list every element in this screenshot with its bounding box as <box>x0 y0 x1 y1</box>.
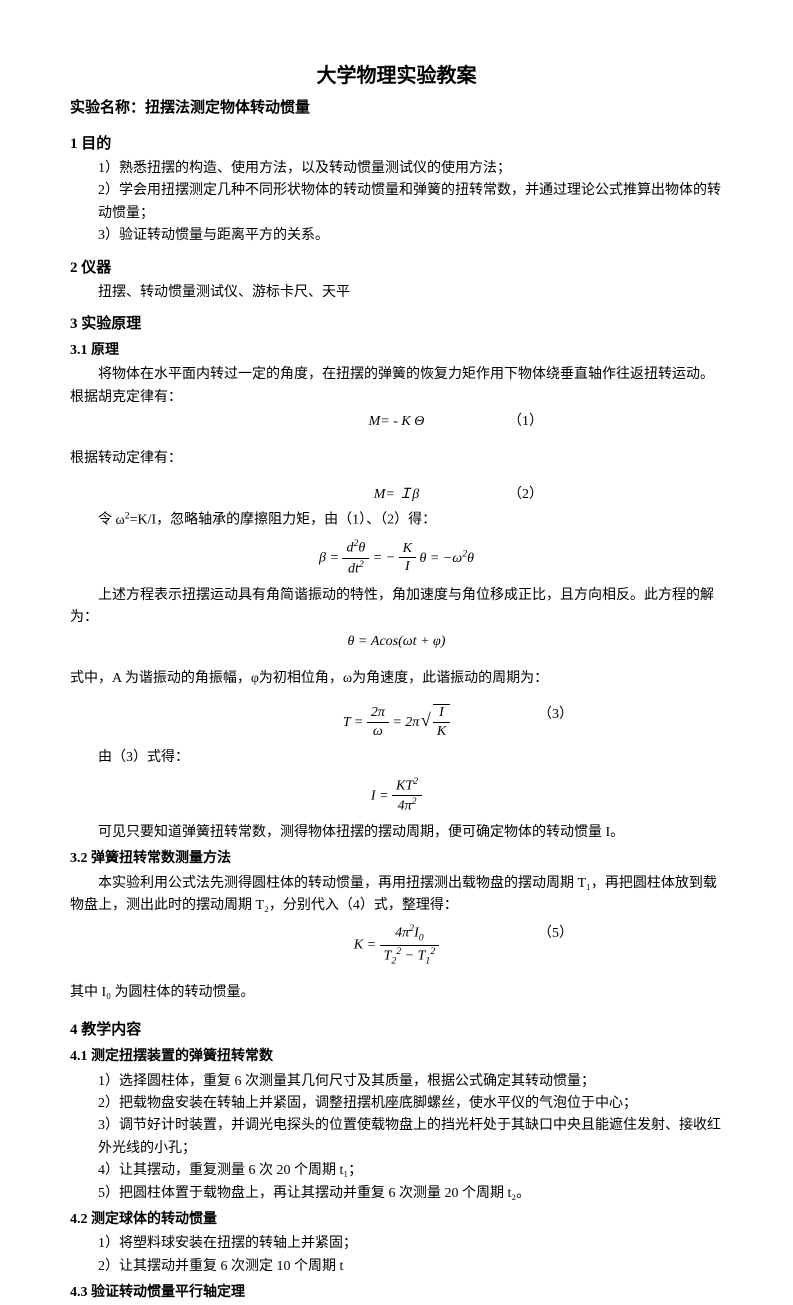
s3-p9: 其中 I₀ 为圆柱体的转动惯量。 <box>70 982 723 1004</box>
s3-p3-b: =K/I，忽略轴承的摩擦阻力矩，由（1）、（2）得： <box>130 513 437 528</box>
s4-item-3: 3）调节好计时装置，并调光电探头的位置使载物盘上的挡光杆处于其缺口中央且能遮住发… <box>70 1115 723 1160</box>
formula-1-expr: M= - K Θ <box>369 414 425 429</box>
section-3-2-heading: 3.2 弹簧扭转常数测量方法 <box>70 848 723 870</box>
formula-6: I = KT24π2 <box>70 776 723 816</box>
s4-item-4: 4）让其摆动，重复测量 6 次 20 个周期 t₁； <box>70 1160 723 1182</box>
formula-7-label: （5） <box>538 923 573 945</box>
formula-7: K = 4π2I0T22 − T12 （5） <box>70 923 723 967</box>
formula-2: M= Ｉβ （2） <box>70 484 723 506</box>
s4-item-2: 2）把载物盘安装在转轴上并紧固，调整扭摆机座底脚螺丝，使水平仪的气泡位于中心； <box>70 1093 723 1115</box>
section-3-1-heading: 3.1 原理 <box>70 340 723 362</box>
formula-2-expr: M= Ｉβ <box>374 487 420 502</box>
exp-name-value: 扭摆法测定物体转动惯量 <box>145 100 310 116</box>
s1-item-3: 3）验证转动惯量与距离平方的关系。 <box>70 225 723 247</box>
s3-p8: 本实验利用公式法先测得圆柱体的转动惯量，再用扭摆测出载物盘的摆动周期 T₁，再把… <box>70 873 723 918</box>
s3-p1: 将物体在水平面内转过一定的角度，在扭摆的弹簧的恢复力矩作用下物体绕垂直轴作往返扭… <box>70 364 723 409</box>
formula-3: β = d2θdt2 = − KI θ = −ω2θ <box>70 538 723 578</box>
page-title: 大学物理实验教案 <box>70 60 723 92</box>
formula-5: T = 2πω = 2π IK （3） <box>70 704 723 741</box>
s3-p7: 可见只要知道弹簧扭转常数，测得物体扭摆的摆动周期，便可确定物体的转动惯量 I。 <box>70 822 723 844</box>
s3-p3-a: 令 <box>98 513 112 528</box>
section-3-heading: 3 实验原理 <box>70 312 723 336</box>
s3-p2: 根据转动定律有： <box>70 448 723 470</box>
s4-item-6: 1）将塑料球安装在扭摆的转轴上并紧固； <box>70 1233 723 1255</box>
s4-item-1: 1）选择圆柱体，重复 6 次测量其几何尺寸及其质量，根据公式确定其转动惯量； <box>70 1071 723 1093</box>
section-4-2-heading: 4.2 测定球体的转动惯量 <box>70 1209 723 1231</box>
s3-p4: 上述方程表示扭摆运动具有角简谐振动的特性，角加速度与角位移成正比，且方向相反。此… <box>70 585 723 630</box>
s3-p5: 式中，A 为谐振动的角振幅，φ为初相位角，ω为角速度，此谐振动的周期为： <box>70 668 723 690</box>
s3-p6: 由（3）式得： <box>70 747 723 769</box>
experiment-name: 实验名称：扭摆法测定物体转动惯量 <box>70 96 723 120</box>
section-4-1-heading: 4.1 测定扭摆装置的弹簧扭转常数 <box>70 1046 723 1068</box>
omega-sq-inline: ω2 <box>112 513 130 528</box>
section-4-heading: 4 教学内容 <box>70 1018 723 1042</box>
exp-name-label: 实验名称： <box>70 100 145 116</box>
s4-item-5: 5）把圆柱体置于载物盘上，再让其摆动并重复 6 次测量 20 个周期 t₂。 <box>70 1183 723 1205</box>
formula-5-label: （3） <box>538 704 573 726</box>
section-4-3-heading: 4.3 验证转动惯量平行轴定理 <box>70 1282 723 1304</box>
s2-text: 扭摆、转动惯量测试仪、游标卡尺、天平 <box>70 282 723 304</box>
s1-item-2: 2）学会用扭摆测定几种不同形状物体的转动惯量和弹簧的扭转常数，并通过理论公式推算… <box>70 180 723 225</box>
section-2-heading: 2 仪器 <box>70 256 723 280</box>
formula-4: θ = Acos(ωt + φ) <box>70 631 723 653</box>
formula-1: M= - K Θ （1） <box>70 411 723 433</box>
s4-item-7: 2）让其摆动并重复 6 次测定 10 个周期 t <box>70 1256 723 1278</box>
s1-item-1: 1）熟悉扭摆的构造、使用方法，以及转动惯量测试仪的使用方法； <box>70 158 723 180</box>
formula-2-label: （2） <box>508 484 543 506</box>
formula-1-label: （1） <box>508 411 543 433</box>
s3-p3: 令 ω2=K/I，忽略轴承的摩擦阻力矩，由（1）、（2）得： <box>70 508 723 532</box>
section-1-heading: 1 目的 <box>70 132 723 156</box>
